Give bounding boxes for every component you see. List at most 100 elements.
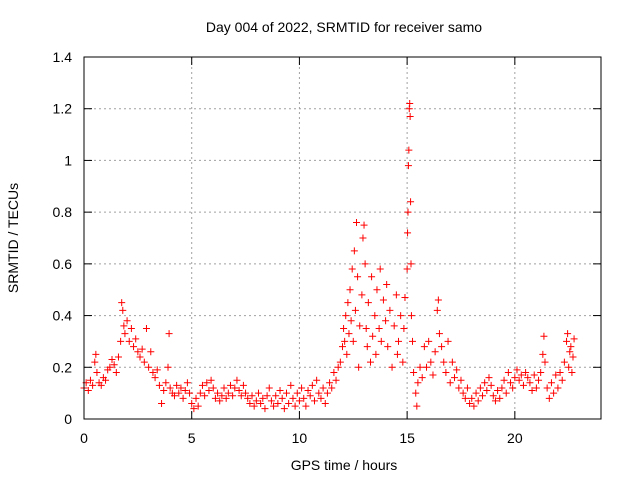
data-point bbox=[125, 337, 133, 345]
data-point bbox=[304, 387, 312, 395]
data-point bbox=[328, 384, 336, 392]
data-point bbox=[554, 384, 562, 392]
data-point bbox=[222, 394, 230, 402]
data-point bbox=[175, 389, 183, 397]
data-point bbox=[345, 330, 353, 338]
data-point bbox=[472, 389, 480, 397]
y-tick-label: 1.2 bbox=[53, 101, 73, 117]
data-point bbox=[569, 353, 577, 361]
data-point bbox=[459, 389, 467, 397]
data-point bbox=[564, 330, 572, 338]
data-point bbox=[162, 379, 170, 387]
data-point bbox=[257, 399, 265, 407]
data-point bbox=[261, 405, 269, 413]
data-point bbox=[410, 368, 418, 376]
data-point bbox=[300, 394, 308, 402]
data-point bbox=[127, 325, 135, 332]
data-point bbox=[550, 389, 558, 397]
data-point bbox=[404, 208, 412, 216]
data-point bbox=[406, 100, 414, 108]
data-point bbox=[166, 384, 174, 392]
data-point bbox=[371, 312, 379, 320]
data-point bbox=[259, 394, 267, 402]
data-point bbox=[361, 260, 369, 268]
data-point bbox=[349, 337, 357, 345]
data-point bbox=[491, 397, 499, 405]
data-point bbox=[142, 325, 150, 332]
data-point bbox=[250, 402, 258, 410]
data-point bbox=[188, 399, 196, 407]
data-point bbox=[209, 384, 217, 392]
data-point bbox=[343, 350, 351, 358]
data-point bbox=[567, 343, 575, 351]
data-point bbox=[435, 330, 443, 338]
data-point bbox=[384, 343, 392, 351]
data-point bbox=[541, 358, 549, 366]
data-point bbox=[423, 363, 431, 371]
data-point bbox=[118, 299, 126, 307]
data-point bbox=[347, 317, 355, 325]
x-tick-label: 10 bbox=[292, 430, 308, 446]
y-tick-labels: 0 0.2 0.4 0.6 0.8 1 1.2 1.4 bbox=[53, 49, 73, 427]
data-point bbox=[244, 394, 252, 402]
y-tick-label: 0.2 bbox=[53, 359, 73, 375]
data-point bbox=[566, 348, 574, 356]
data-point bbox=[386, 306, 394, 314]
data-point bbox=[138, 345, 146, 353]
data-point bbox=[341, 337, 349, 345]
data-point bbox=[429, 371, 437, 379]
data-point bbox=[446, 379, 454, 387]
data-point bbox=[332, 376, 340, 384]
data-point bbox=[233, 376, 241, 384]
x-axis-label: GPS time / hours bbox=[291, 457, 398, 473]
y-tick-label: 1 bbox=[64, 152, 72, 168]
data-point bbox=[106, 363, 114, 371]
data-point bbox=[344, 299, 352, 307]
data-point bbox=[190, 405, 198, 413]
data-point bbox=[369, 332, 377, 340]
data-point bbox=[179, 394, 187, 402]
y-tick-label: 0 bbox=[64, 411, 72, 427]
data-point bbox=[92, 350, 100, 358]
data-point bbox=[198, 381, 206, 389]
data-point bbox=[376, 265, 384, 273]
data-point bbox=[263, 392, 271, 400]
data-point bbox=[496, 394, 504, 402]
data-point bbox=[237, 392, 245, 400]
data-point bbox=[351, 306, 359, 314]
x-tick-labels: 0 5 10 15 20 bbox=[80, 430, 523, 446]
data-point bbox=[393, 350, 401, 358]
data-point bbox=[481, 379, 489, 387]
data-point bbox=[298, 384, 306, 392]
data-point bbox=[552, 371, 560, 379]
data-point bbox=[359, 234, 367, 242]
data-point bbox=[468, 394, 476, 402]
data-point bbox=[165, 330, 173, 338]
data-point bbox=[379, 296, 387, 304]
data-point bbox=[282, 389, 290, 397]
data-point bbox=[321, 399, 329, 407]
data-point bbox=[420, 343, 428, 351]
data-point bbox=[461, 394, 469, 402]
data-point bbox=[470, 402, 478, 410]
data-point bbox=[114, 353, 122, 361]
data-point bbox=[383, 281, 391, 289]
data-point bbox=[293, 389, 301, 397]
data-point bbox=[453, 366, 461, 374]
data-point bbox=[91, 358, 99, 366]
data-point bbox=[153, 366, 161, 374]
data-point bbox=[395, 337, 403, 345]
data-point bbox=[306, 392, 314, 400]
data-point bbox=[196, 389, 204, 397]
y-axis-label: SRMTID / TECUs bbox=[5, 183, 21, 293]
y-tick-label: 0.4 bbox=[53, 308, 73, 324]
data-point bbox=[119, 306, 127, 314]
x-tick-label: 0 bbox=[80, 430, 88, 446]
data-point bbox=[474, 397, 482, 405]
data-point bbox=[117, 337, 125, 345]
data-point bbox=[164, 363, 172, 371]
data-point bbox=[194, 402, 202, 410]
data-point bbox=[364, 299, 372, 307]
data-point bbox=[558, 376, 566, 384]
data-point bbox=[372, 350, 380, 358]
